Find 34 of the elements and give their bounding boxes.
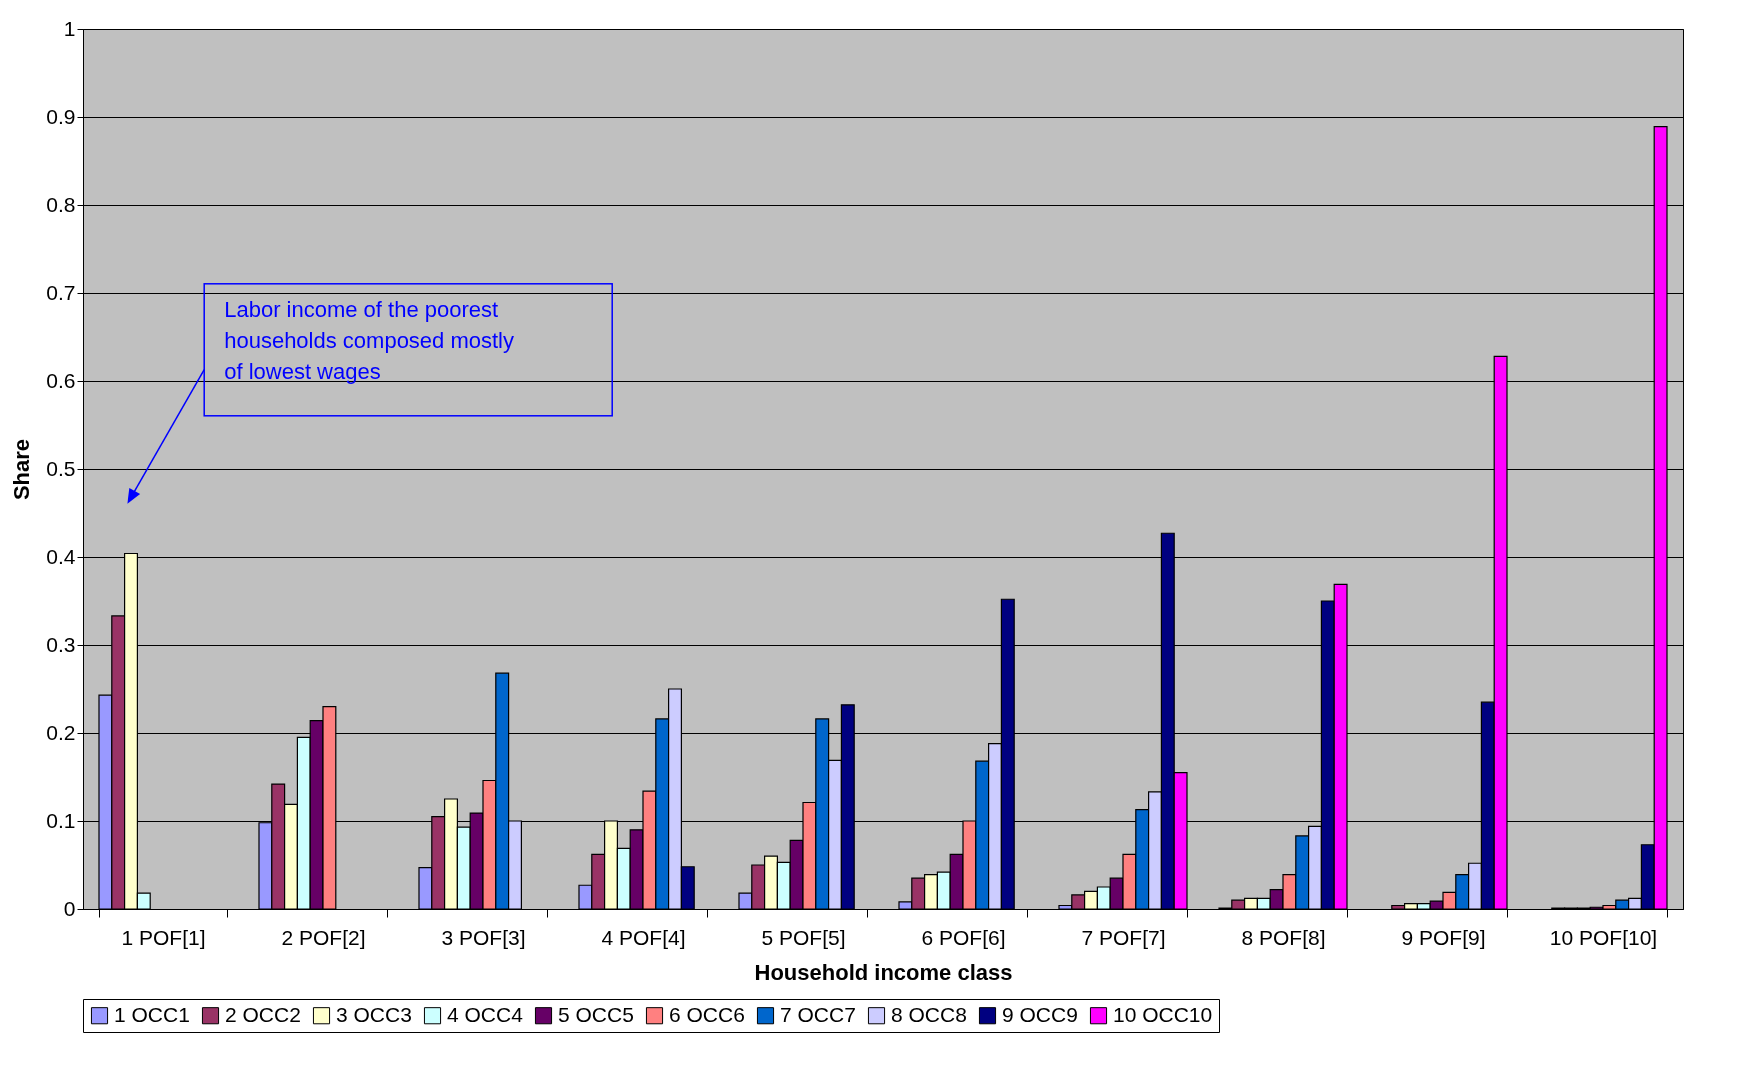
x-tick-label: 10 POF[10]	[1549, 925, 1658, 949]
legend-label: 4 OCC4	[447, 1002, 524, 1026]
y-tick-label: 0	[63, 896, 76, 920]
legend-label: 9 OCC9	[1002, 1002, 1078, 1026]
x-tick-label: 6 POF[6]	[921, 925, 1006, 949]
legend-label: 10 OCC10	[1113, 1002, 1213, 1026]
x-tick-label: 7 POF[7]	[1081, 925, 1166, 949]
x-tick-label: 5 POF[5]	[761, 925, 846, 949]
y-tick-label: 0.2	[46, 720, 76, 744]
legend-label: 7 OCC7	[780, 1002, 856, 1026]
y-tick-label: 0.5	[46, 456, 76, 480]
y-tick-label: 0.7	[46, 280, 76, 304]
y-tick-label: 0.6	[46, 368, 76, 392]
y-tick-label: 0.9	[46, 104, 76, 128]
x-tick-label: 9 POF[9]	[1401, 925, 1486, 949]
annotation: Labor income of the poorest households composed mostly of lowest wages	[224, 296, 515, 384]
y-tick-label: 0.3	[46, 632, 76, 656]
x-tick-label: 8 POF[8]	[1241, 925, 1326, 949]
x-axis-title: Household income class	[754, 959, 1013, 985]
legend-label: 8 OCC8	[891, 1002, 967, 1026]
x-tick-label: 1 POF[1]	[121, 925, 206, 949]
legend-label: 2 OCC2	[225, 1002, 301, 1026]
x-tick-label: 3 POF[3]	[441, 925, 526, 949]
y-axis-title: Share	[9, 438, 35, 501]
legend-label: 1 OCC1	[114, 1002, 190, 1026]
legend-label: 5 OCC5	[558, 1002, 634, 1026]
legend-label: 6 OCC6	[669, 1002, 745, 1026]
y-tick-label: 0.8	[46, 192, 76, 216]
x-tick-label: 2 POF[2]	[281, 925, 366, 949]
y-tick-label: 0.4	[46, 544, 76, 568]
y-tick-label: 0.1	[46, 808, 76, 832]
legend-label: 3 OCC3	[336, 1002, 412, 1026]
y-tick-label: 1	[63, 16, 76, 40]
x-tick-label: 4 POF[4]	[601, 925, 686, 949]
